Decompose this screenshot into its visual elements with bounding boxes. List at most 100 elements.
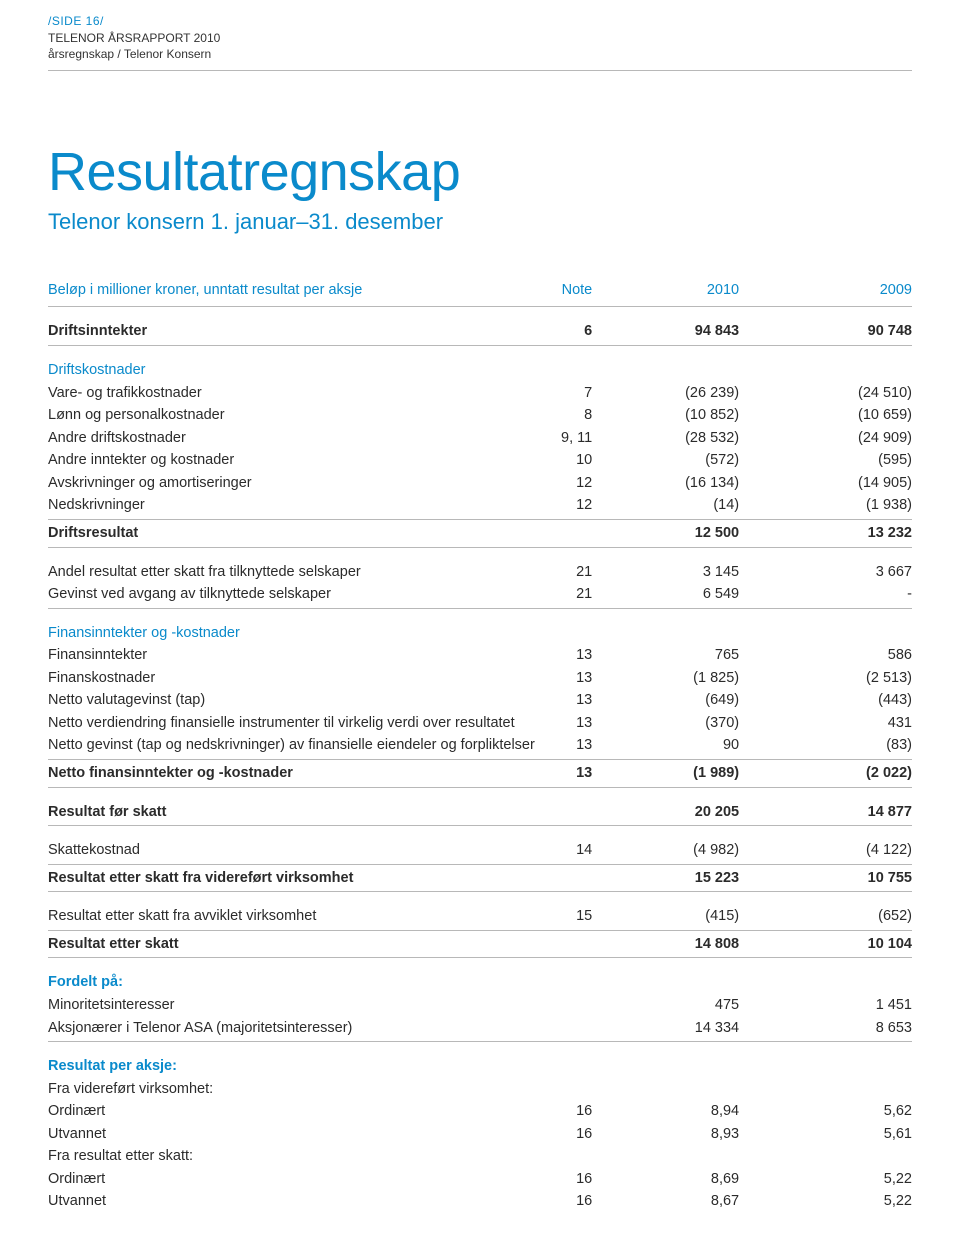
table-row: Finansinntekter13765586 [48,645,912,668]
cell-2009: (24 510) [765,382,912,405]
col-2009: 2009 [765,279,912,307]
cell-note [540,519,618,547]
cell-note: 13 [540,760,618,788]
table-row: Driftskostnader [48,360,912,383]
cell-2010: 14 334 [618,1017,765,1042]
cell-2009: (443) [765,690,912,713]
table-row: Minoritetsinteresser4751 451 [48,994,912,1017]
cell-2009: 10 755 [765,864,912,892]
table-row: Andre inntekter og kostnader10(572)(595) [48,450,912,473]
cell-note [540,1056,618,1079]
cell-2010 [618,1146,765,1169]
table-row [48,958,912,972]
table-row [48,608,912,622]
table-row: Aksjonærer i Telenor ASA (majoritetsinte… [48,1017,912,1042]
cell-2009: (14 905) [765,472,912,495]
cell-note: 13 [540,712,618,735]
cell-label: Utvannet [48,1123,540,1146]
table-row: Fordelt på: [48,972,912,995]
cell-note [540,801,618,826]
table-row: Avskrivninger og amortiseringer12(16 134… [48,472,912,495]
cell-note [540,622,618,645]
cell-label: Netto finansinntekter og -kostnader [48,760,540,788]
cell-2010: (16 134) [618,472,765,495]
cell-note: 13 [540,690,618,713]
cell-2010: 765 [618,645,765,668]
table-row [48,547,912,561]
cell-note [540,360,618,383]
cell-label: Resultat etter skatt [48,930,540,958]
cell-note: 16 [540,1168,618,1191]
cell-2009: 431 [765,712,912,735]
cell-2009: (10 659) [765,405,912,428]
table-row: Driftsresultat12 50013 232 [48,519,912,547]
cell-2010: (1 989) [618,760,765,788]
table-row: Fra resultat etter skatt: [48,1146,912,1169]
cell-2010: 14 808 [618,930,765,958]
cell-label: Driftsinntekter [48,321,540,346]
cell-2009: 5,61 [765,1123,912,1146]
cell-2009: 10 104 [765,930,912,958]
cell-label: Gevinst ved avgang av tilknyttede selska… [48,584,540,609]
cell-label: Resultat etter skatt fra avviklet virkso… [48,906,540,931]
cell-2010: 6 549 [618,584,765,609]
cell-2009: 3 667 [765,561,912,584]
cell-2010: 90 [618,735,765,760]
table-row: Netto verdiendring finansielle instrumen… [48,712,912,735]
cell-note: 13 [540,667,618,690]
table-row: Ordinært168,695,22 [48,1168,912,1191]
table-header-row: Beløp i millioner kroner, unntatt result… [48,279,912,307]
table-row [48,892,912,906]
table-row: Ordinært168,945,62 [48,1101,912,1124]
cell-note [540,1017,618,1042]
table-row: Resultat før skatt20 20514 877 [48,801,912,826]
cell-label: Skattekostnad [48,840,540,865]
table-row: Andel resultat etter skatt fra tilknytte… [48,561,912,584]
cell-2010: 8,93 [618,1123,765,1146]
cell-label: Andel resultat etter skatt fra tilknytte… [48,561,540,584]
cell-2009: 13 232 [765,519,912,547]
cell-label: Fordelt på: [48,972,540,995]
cell-note [540,930,618,958]
cell-label: Aksjonærer i Telenor ASA (majoritetsinte… [48,1017,540,1042]
table-row [48,826,912,840]
cell-note: 16 [540,1191,618,1214]
cell-2010: (649) [618,690,765,713]
cell-label: Andre driftskostnader [48,427,540,450]
cell-label: Fra videreført virksomhet: [48,1078,540,1101]
cell-2010 [618,360,765,383]
table-row: Vare- og trafikkostnader7(26 239)(24 510… [48,382,912,405]
cell-note: 15 [540,906,618,931]
table-row: Driftsinntekter694 84390 748 [48,321,912,346]
cell-2009: 1 451 [765,994,912,1017]
page-title: Resultatregnskap [48,141,912,203]
cell-2009: (652) [765,906,912,931]
table-row: Utvannet168,935,61 [48,1123,912,1146]
cell-note [540,1078,618,1101]
cell-2009: 14 877 [765,801,912,826]
cell-2010: 8,69 [618,1168,765,1191]
cell-note: 12 [540,495,618,520]
cell-note: 13 [540,735,618,760]
cell-label: Minoritetsinteresser [48,994,540,1017]
cell-label: Fra resultat etter skatt: [48,1146,540,1169]
cell-note [540,864,618,892]
cell-2009: (2 022) [765,760,912,788]
cell-label: Utvannet [48,1191,540,1214]
cell-label: Netto gevinst (tap og nedskrivninger) av… [48,735,540,760]
cell-note: 16 [540,1123,618,1146]
cell-label: Driftsresultat [48,519,540,547]
cell-2010: 8,94 [618,1101,765,1124]
table-row: Nedskrivninger12(14)(1 938) [48,495,912,520]
cell-label: Avskrivninger og amortiseringer [48,472,540,495]
table-row: Resultat etter skatt fra avviklet virkso… [48,906,912,931]
cell-label: Ordinært [48,1168,540,1191]
cell-note: 21 [540,584,618,609]
cell-note [540,972,618,995]
table-row: Resultat etter skatt 14 80810 104 [48,930,912,958]
income-statement-table: Beløp i millioner kroner, unntatt result… [48,279,912,1213]
table-row: Resultat etter skatt fra videreført virk… [48,864,912,892]
cell-2010: 20 205 [618,801,765,826]
table-row: Andre driftskostnader9, 11(28 532)(24 90… [48,427,912,450]
cell-2010: 15 223 [618,864,765,892]
